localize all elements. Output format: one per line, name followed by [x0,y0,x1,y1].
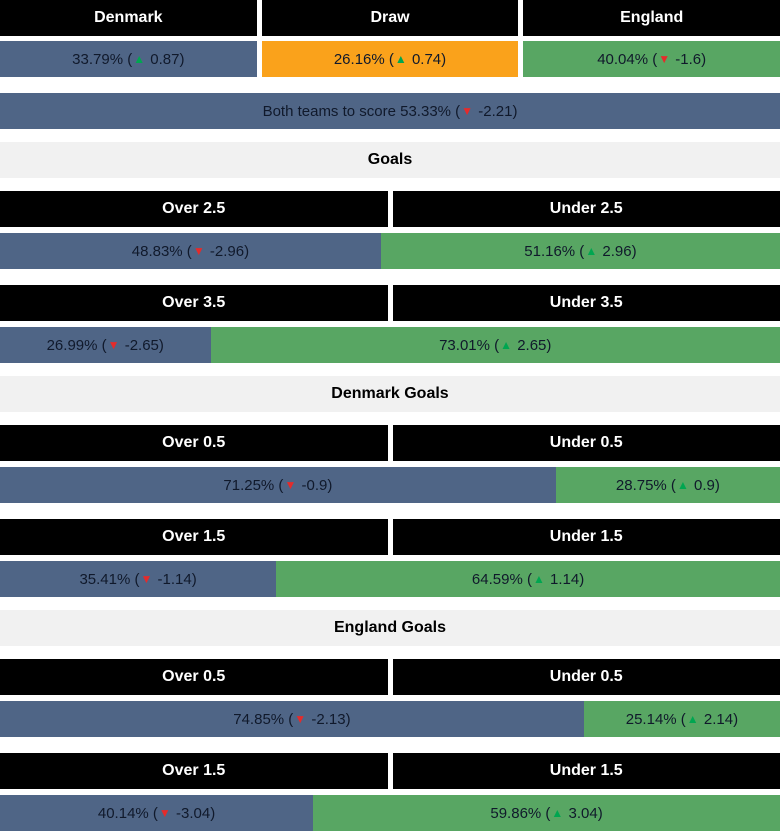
delta-value: 0.87 [150,50,180,68]
england-over-under-0-5-header-row: Over 0.5 Under 0.5 [0,659,780,695]
delta-value: -1.14 [157,570,192,588]
goals-2-5-bars: 48.83% (▼ -2.96) 51.16% (▲ 2.96) [0,233,780,269]
percentage-value: 33.79% [72,50,124,68]
england-0-5-bars: 74.85% (▼ -2.13) 25.14% (▲ 2.14) [0,701,780,737]
goals-3-5-bars: 26.99% (▼ -2.65) 73.01% (▲ 2.65) [0,327,780,363]
denmark-under-1-5-bar: 64.59% (▲ 1.14) [276,561,780,597]
down-arrow-icon: ▼ [284,478,297,492]
up-arrow-icon: ▲ [551,806,564,820]
percentage-value: 26.16% [333,50,385,68]
section-title-goals: Goals [0,142,780,178]
under-2-5-header: Under 2.5 [392,191,780,227]
delta-value: 2.14 [703,710,734,728]
delta-value: -3.04 [175,804,211,822]
delta-value: -0.9 [301,476,328,494]
england-1-5-bars: 40.14% (▼ -3.04) 59.86% (▲ 3.04) [0,795,780,831]
up-arrow-icon: ▲ [532,572,545,586]
delta-value: 1.14 [550,570,580,588]
england-over-under-1-5-header-row: Over 1.5 Under 1.5 [0,753,780,789]
england-over-1-5-bar: 40.14% (▼ -3.04) [0,795,314,831]
home-win-bar: 33.79% (▲ 0.87) [0,41,257,77]
down-arrow-icon: ▼ [294,712,307,726]
delta-value: 2.65 [517,336,547,354]
percentage-value: 26.99% [46,336,98,354]
up-arrow-icon: ▲ [585,244,598,258]
denmark-over-1-5-header: Over 1.5 [0,519,388,555]
section-title-denmark-goals: Denmark Goals [0,376,780,412]
england-under-0-5-bar: 25.14% (▲ 2.14) [583,701,780,737]
england-over-1-5-header: Over 1.5 [0,753,388,789]
percentage-value: 40.04% [597,50,649,68]
match-header-row: Denmark Draw England [0,0,780,36]
percentage-value: 28.75% [615,476,667,494]
percentage-value: 73.01% [439,336,490,354]
section-title-england-goals: England Goals [0,610,780,646]
up-arrow-icon: ▲ [676,478,689,492]
down-arrow-icon: ▼ [158,806,171,820]
over-2-5-bar: 48.83% (▼ -2.96) [0,233,381,269]
percentage-value: 59.86% [490,804,542,822]
percentage-value: 35.41% [79,570,131,588]
outcome-bars-row: 33.79% (▲ 0.87) 26.16% (▲ 0.74) 40.04% (… [0,41,780,77]
england-over-0-5-bar: 74.85% (▼ -2.13) [0,701,584,737]
down-arrow-icon: ▼ [107,338,120,352]
down-arrow-icon: ▼ [140,572,153,586]
delta-value: -2.96 [209,242,245,260]
away-win-bar: 40.04% (▼ -1.6) [523,41,780,77]
goals-over-under-2-5-header-row: Over 2.5 Under 2.5 [0,191,780,227]
goals-over-under-3-5-header-row: Over 3.5 Under 3.5 [0,285,780,321]
delta-value: -2.21 [478,102,513,120]
england-under-1-5-header: Under 1.5 [392,753,780,789]
denmark-over-0-5-bar: 71.25% (▼ -0.9) [0,467,556,503]
btts-bar: Both teams to score 53.33% (▼ -2.21) [0,93,780,129]
under-2-5-bar: 51.16% (▲ 2.96) [380,233,780,269]
denmark-over-1-5-bar: 35.41% (▼ -1.14) [0,561,277,597]
delta-value: 0.9 [694,476,715,494]
percentage-value: 71.25% [223,476,275,494]
delta-value: 0.74 [411,50,442,68]
denmark-under-1-5-header: Under 1.5 [392,519,780,555]
percentage-value: 48.83% [131,242,183,260]
delta-value: -1.6 [675,50,702,68]
percentage-value: 74.85% [233,710,285,728]
away-team-header: England [523,0,780,36]
delta-value: 2.96 [602,242,632,260]
england-under-0-5-header: Under 0.5 [392,659,780,695]
under-3-5-bar: 73.01% (▲ 2.65) [210,327,780,363]
draw-header: Draw [261,0,519,36]
delta-value: 3.04 [568,804,598,822]
delta-value: -2.65 [124,336,159,354]
denmark-under-0-5-header: Under 0.5 [392,425,780,461]
home-team-header: Denmark [0,0,257,36]
up-arrow-icon: ▲ [133,52,146,66]
down-arrow-icon: ▼ [461,104,474,118]
denmark-over-under-0-5-header-row: Over 0.5 Under 0.5 [0,425,780,461]
denmark-0-5-bars: 71.25% (▼ -0.9) 28.75% (▲ 0.9) [0,467,780,503]
percentage-value: 40.14% [97,804,149,822]
denmark-over-0-5-header: Over 0.5 [0,425,388,461]
over-3-5-bar: 26.99% (▼ -2.65) [0,327,211,363]
england-over-0-5-header: Over 0.5 [0,659,388,695]
percentage-value: 51.16% [524,242,576,260]
up-arrow-icon: ▲ [500,338,513,352]
up-arrow-icon: ▲ [394,52,407,66]
under-3-5-header: Under 3.5 [392,285,780,321]
england-under-1-5-bar: 59.86% (▲ 3.04) [313,795,780,831]
denmark-under-0-5-bar: 28.75% (▲ 0.9) [555,467,780,503]
denmark-1-5-bars: 35.41% (▼ -1.14) 64.59% (▲ 1.14) [0,561,780,597]
percentage-value: 64.59% [471,570,523,588]
delta-value: -2.13 [311,710,346,728]
down-arrow-icon: ▼ [192,244,205,258]
up-arrow-icon: ▲ [686,712,699,726]
down-arrow-icon: ▼ [658,52,671,66]
over-2-5-header: Over 2.5 [0,191,388,227]
over-3-5-header: Over 3.5 [0,285,388,321]
percentage-value: 25.14% [625,710,677,728]
denmark-over-under-1-5-header-row: Over 1.5 Under 1.5 [0,519,780,555]
percentage-value: Both teams to score 53.33% [262,102,451,120]
draw-bar: 26.16% (▲ 0.74) [261,41,519,77]
